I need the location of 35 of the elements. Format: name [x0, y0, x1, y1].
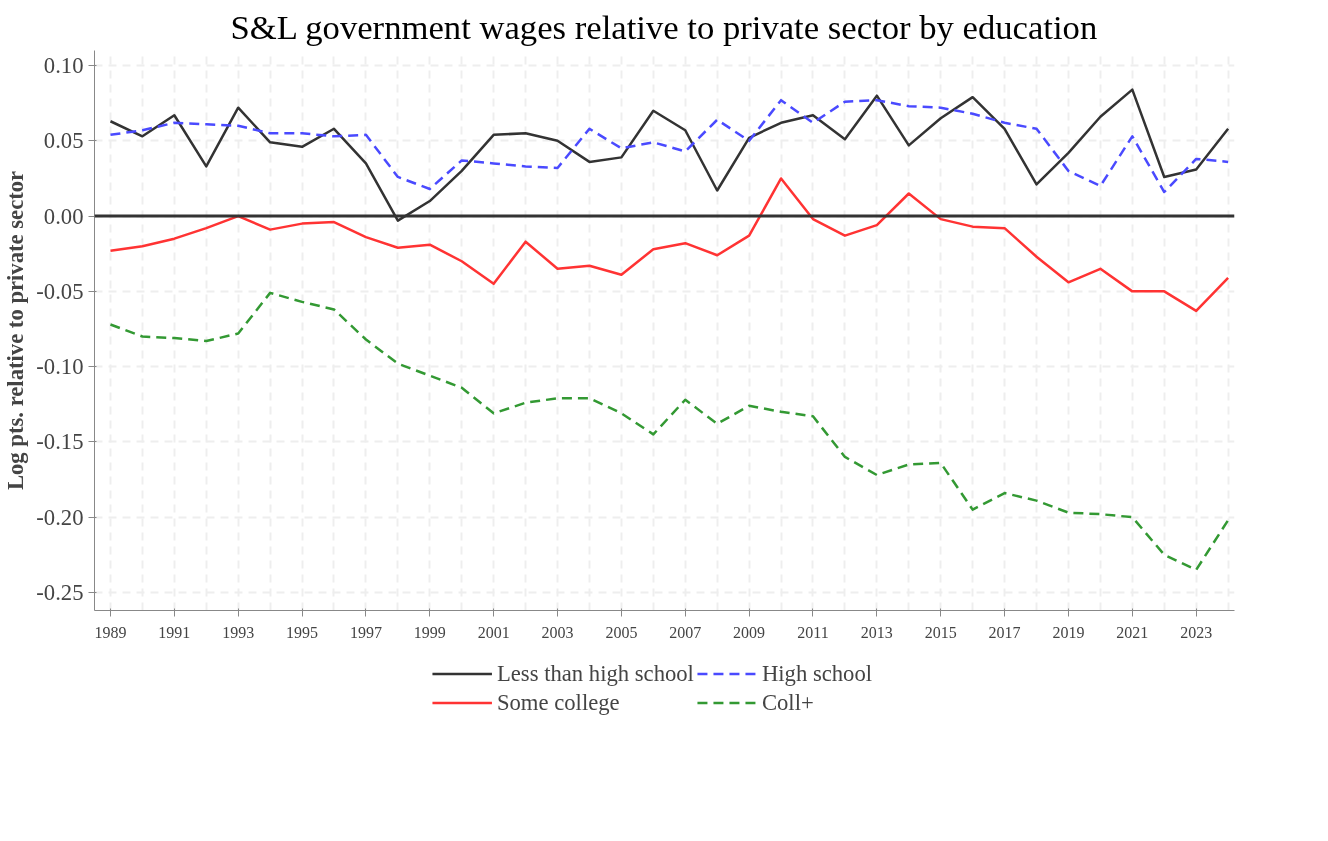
x-tick-label: 1997	[349, 623, 382, 641]
legend-label: Some college	[496, 689, 620, 715]
x-tick-label: 2009	[733, 623, 766, 641]
x-tick-label: 1999	[413, 623, 446, 641]
y-tick-label: 0.10	[43, 53, 84, 79]
legend-label: High school	[761, 660, 873, 686]
x-tick-label: 2017	[988, 623, 1021, 641]
x-tick-label: 2019	[1052, 623, 1085, 641]
y-tick-label: -0.15	[36, 429, 84, 455]
y-tick-label: 0.05	[43, 128, 84, 154]
line-series	[109, 98, 1230, 194]
x-tick-label: 2011	[797, 623, 829, 641]
x-tick-label: 2007	[669, 623, 702, 641]
y-axis-title: Log pts. relative to private sector	[3, 170, 29, 491]
x-tick-label: 2023	[1180, 623, 1213, 641]
line-series	[109, 291, 1230, 572]
x-tick-label: 2021	[1116, 623, 1149, 641]
x-tick-label: 1995	[286, 623, 319, 641]
y-tick-label: -0.25	[36, 579, 84, 605]
chart-title: S&L government wages relative to private sector by education	[230, 7, 1098, 46]
x-tick-label: 2013	[860, 623, 893, 641]
y-tick-label: 0.00	[43, 203, 84, 229]
x-tick-label: 2015	[924, 623, 957, 641]
line-series	[109, 177, 1230, 313]
legend-label: Less than high school	[496, 660, 694, 686]
x-tick-label: 1991	[158, 623, 191, 641]
x-tick-label: 2001	[477, 623, 510, 641]
legend-label: Coll+	[761, 689, 814, 715]
x-tick-label: 2003	[541, 623, 574, 641]
x-tick-label: 1989	[94, 623, 127, 641]
y-tick-label: -0.10	[36, 354, 84, 380]
y-tick-label: -0.05	[36, 278, 84, 304]
y-tick-label: -0.20	[36, 504, 84, 530]
x-tick-label: 2005	[605, 623, 638, 641]
x-tick-label: 1993	[222, 623, 255, 641]
